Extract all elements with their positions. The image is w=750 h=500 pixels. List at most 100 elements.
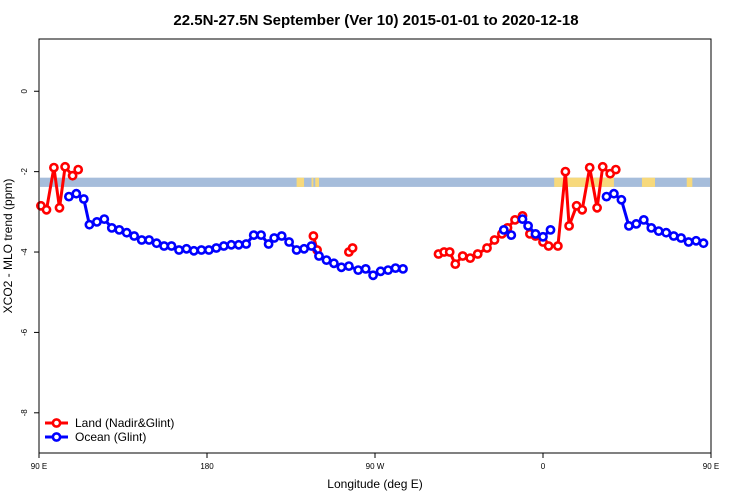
data-point xyxy=(624,220,634,231)
data-point xyxy=(489,235,500,245)
legend-marker xyxy=(51,418,62,428)
data-point xyxy=(683,237,694,247)
y-axis: 0 -2 -4 -6 -8 xyxy=(20,88,39,416)
data-point xyxy=(564,220,574,231)
data-point xyxy=(276,231,287,241)
data-point xyxy=(360,263,371,274)
data-point xyxy=(308,231,319,241)
land-region xyxy=(554,177,614,187)
data-point xyxy=(353,265,364,275)
series-layer xyxy=(36,161,709,281)
land-region xyxy=(315,177,319,187)
data-point xyxy=(553,241,563,251)
data-point xyxy=(465,253,476,263)
data-point xyxy=(211,243,222,253)
data-point xyxy=(196,245,207,255)
data-point xyxy=(256,230,266,240)
data-point xyxy=(450,259,461,269)
data-point xyxy=(203,245,214,255)
data-point xyxy=(506,230,517,240)
data-point xyxy=(41,204,52,215)
legend-label: Ocean (Glint) xyxy=(75,430,146,444)
data-point xyxy=(472,249,483,259)
data-point xyxy=(73,164,84,175)
data-point xyxy=(676,233,686,243)
land-region xyxy=(686,177,693,187)
data-point xyxy=(375,266,386,277)
data-point xyxy=(284,237,294,247)
data-point xyxy=(67,170,78,181)
data-point xyxy=(538,231,548,242)
plot-frame xyxy=(38,38,712,454)
data-point xyxy=(610,164,621,175)
land-ocean-band xyxy=(40,177,710,187)
data-point xyxy=(560,166,571,177)
data-point xyxy=(616,194,627,205)
data-point xyxy=(188,245,199,256)
data-point xyxy=(383,265,393,275)
data-point xyxy=(523,220,533,231)
data-point xyxy=(545,224,556,235)
data-point xyxy=(241,239,252,249)
legend-label: Land (Nadir&Glint) xyxy=(75,416,174,430)
data-point xyxy=(597,161,608,172)
y-tick-label: 0 xyxy=(20,88,29,93)
land-region xyxy=(296,177,305,187)
y-axis-label: XCO2 - MLO trend (ppm) xyxy=(1,179,15,314)
data-point xyxy=(269,233,280,243)
x-axis: 90 E 180 90 W 0 90 E xyxy=(31,453,719,471)
data-point xyxy=(181,243,192,254)
x-axis-label: Longitude (deg E) xyxy=(327,477,422,491)
x-tick-label: 0 xyxy=(541,462,546,471)
data-point xyxy=(398,263,408,274)
x-tick-label: 90 W xyxy=(366,462,385,471)
data-point xyxy=(347,243,358,253)
y-tick-label: -2 xyxy=(20,168,29,176)
data-point xyxy=(151,238,162,249)
data-point xyxy=(517,214,528,224)
legend: Land (Nadir&Glint)Ocean (Glint) xyxy=(45,416,174,444)
data-point xyxy=(444,247,455,257)
data-point xyxy=(54,202,65,213)
data-point xyxy=(121,227,132,238)
data-point xyxy=(218,241,229,251)
y-tick-label: -8 xyxy=(20,409,29,417)
data-point xyxy=(60,161,70,172)
data-point xyxy=(328,258,339,269)
data-point xyxy=(698,238,709,249)
data-point xyxy=(510,214,520,225)
data-point xyxy=(530,228,541,239)
y-tick-label: -6 xyxy=(20,328,29,336)
data-point xyxy=(390,263,401,273)
land-region xyxy=(641,177,655,187)
data-point xyxy=(457,251,468,261)
data-point xyxy=(321,255,332,265)
x-tick-label: 90 E xyxy=(31,462,47,471)
data-point xyxy=(84,219,95,230)
data-point xyxy=(233,239,244,250)
data-point xyxy=(99,214,110,224)
data-point xyxy=(668,231,679,241)
x-tick-label: 90 E xyxy=(703,462,719,471)
data-point xyxy=(638,214,649,225)
data-point xyxy=(306,241,317,251)
data-point xyxy=(166,241,177,251)
data-point xyxy=(106,222,117,233)
data-point xyxy=(592,202,602,213)
series-ocean xyxy=(64,188,709,281)
data-point xyxy=(609,188,619,199)
data-point xyxy=(543,241,554,251)
data-point xyxy=(577,204,588,215)
data-point xyxy=(78,194,89,204)
data-point xyxy=(336,262,347,273)
chart-title: 22.5N-27.5N September (Ver 10) 2015-01-0… xyxy=(173,12,578,29)
data-point xyxy=(314,251,324,261)
data-point xyxy=(263,239,274,249)
x-tick-label: 180 xyxy=(200,462,214,471)
data-point xyxy=(653,226,664,236)
data-point xyxy=(661,227,672,238)
data-point xyxy=(482,243,492,253)
data-point xyxy=(291,245,302,255)
data-point xyxy=(144,235,154,245)
